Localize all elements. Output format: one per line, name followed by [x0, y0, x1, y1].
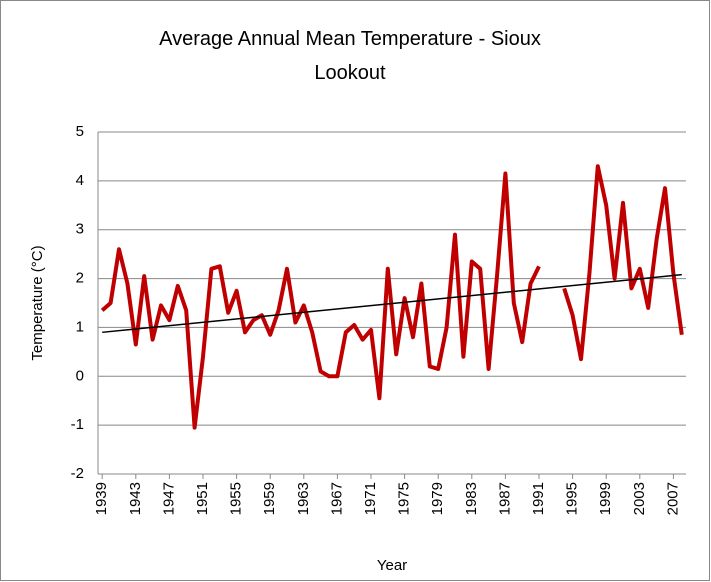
x-tick-label: 1943	[127, 482, 144, 515]
y-tick-label: -1	[71, 416, 84, 433]
y-tick-label: 3	[76, 221, 84, 238]
x-tick-label: 1983	[463, 482, 480, 515]
x-tick-label: 1939	[93, 482, 110, 515]
x-tick-label: 1947	[160, 482, 177, 515]
y-tick-label: 4	[76, 172, 84, 189]
x-tick-label: 1975	[396, 482, 413, 515]
x-tick-label: 1959	[261, 482, 278, 515]
x-tick-label: 1955	[228, 482, 245, 515]
trend-line	[102, 273, 682, 334]
chart-title: Average Annual Mean Temperature - Sioux …	[159, 28, 541, 84]
x-tick-label: 1951	[194, 482, 211, 515]
x-tick-label: 1971	[362, 482, 379, 515]
x-tick-label: 1991	[530, 482, 547, 515]
x-tick-label: 1987	[496, 482, 513, 515]
y-axis-label: Temperature (°C)	[29, 245, 46, 360]
y-tick-label: 1	[76, 318, 84, 335]
y-tick-label: 5	[76, 123, 84, 140]
x-tick-label: 2003	[631, 482, 648, 515]
x-axis-label: Year	[377, 557, 407, 574]
y-tick-label: 2	[76, 270, 84, 287]
x-tick-label: 1963	[295, 482, 312, 515]
y-tick-label: -2	[71, 465, 84, 482]
x-tick-label: 1995	[564, 482, 581, 515]
x-tick-label: 2007	[664, 482, 681, 515]
x-tick-label: 1967	[328, 482, 345, 515]
data-line	[100, 164, 684, 430]
x-tick-label: 1999	[597, 482, 614, 515]
x-tick-label: 1979	[429, 482, 446, 515]
y-tick-label: 0	[76, 367, 84, 384]
